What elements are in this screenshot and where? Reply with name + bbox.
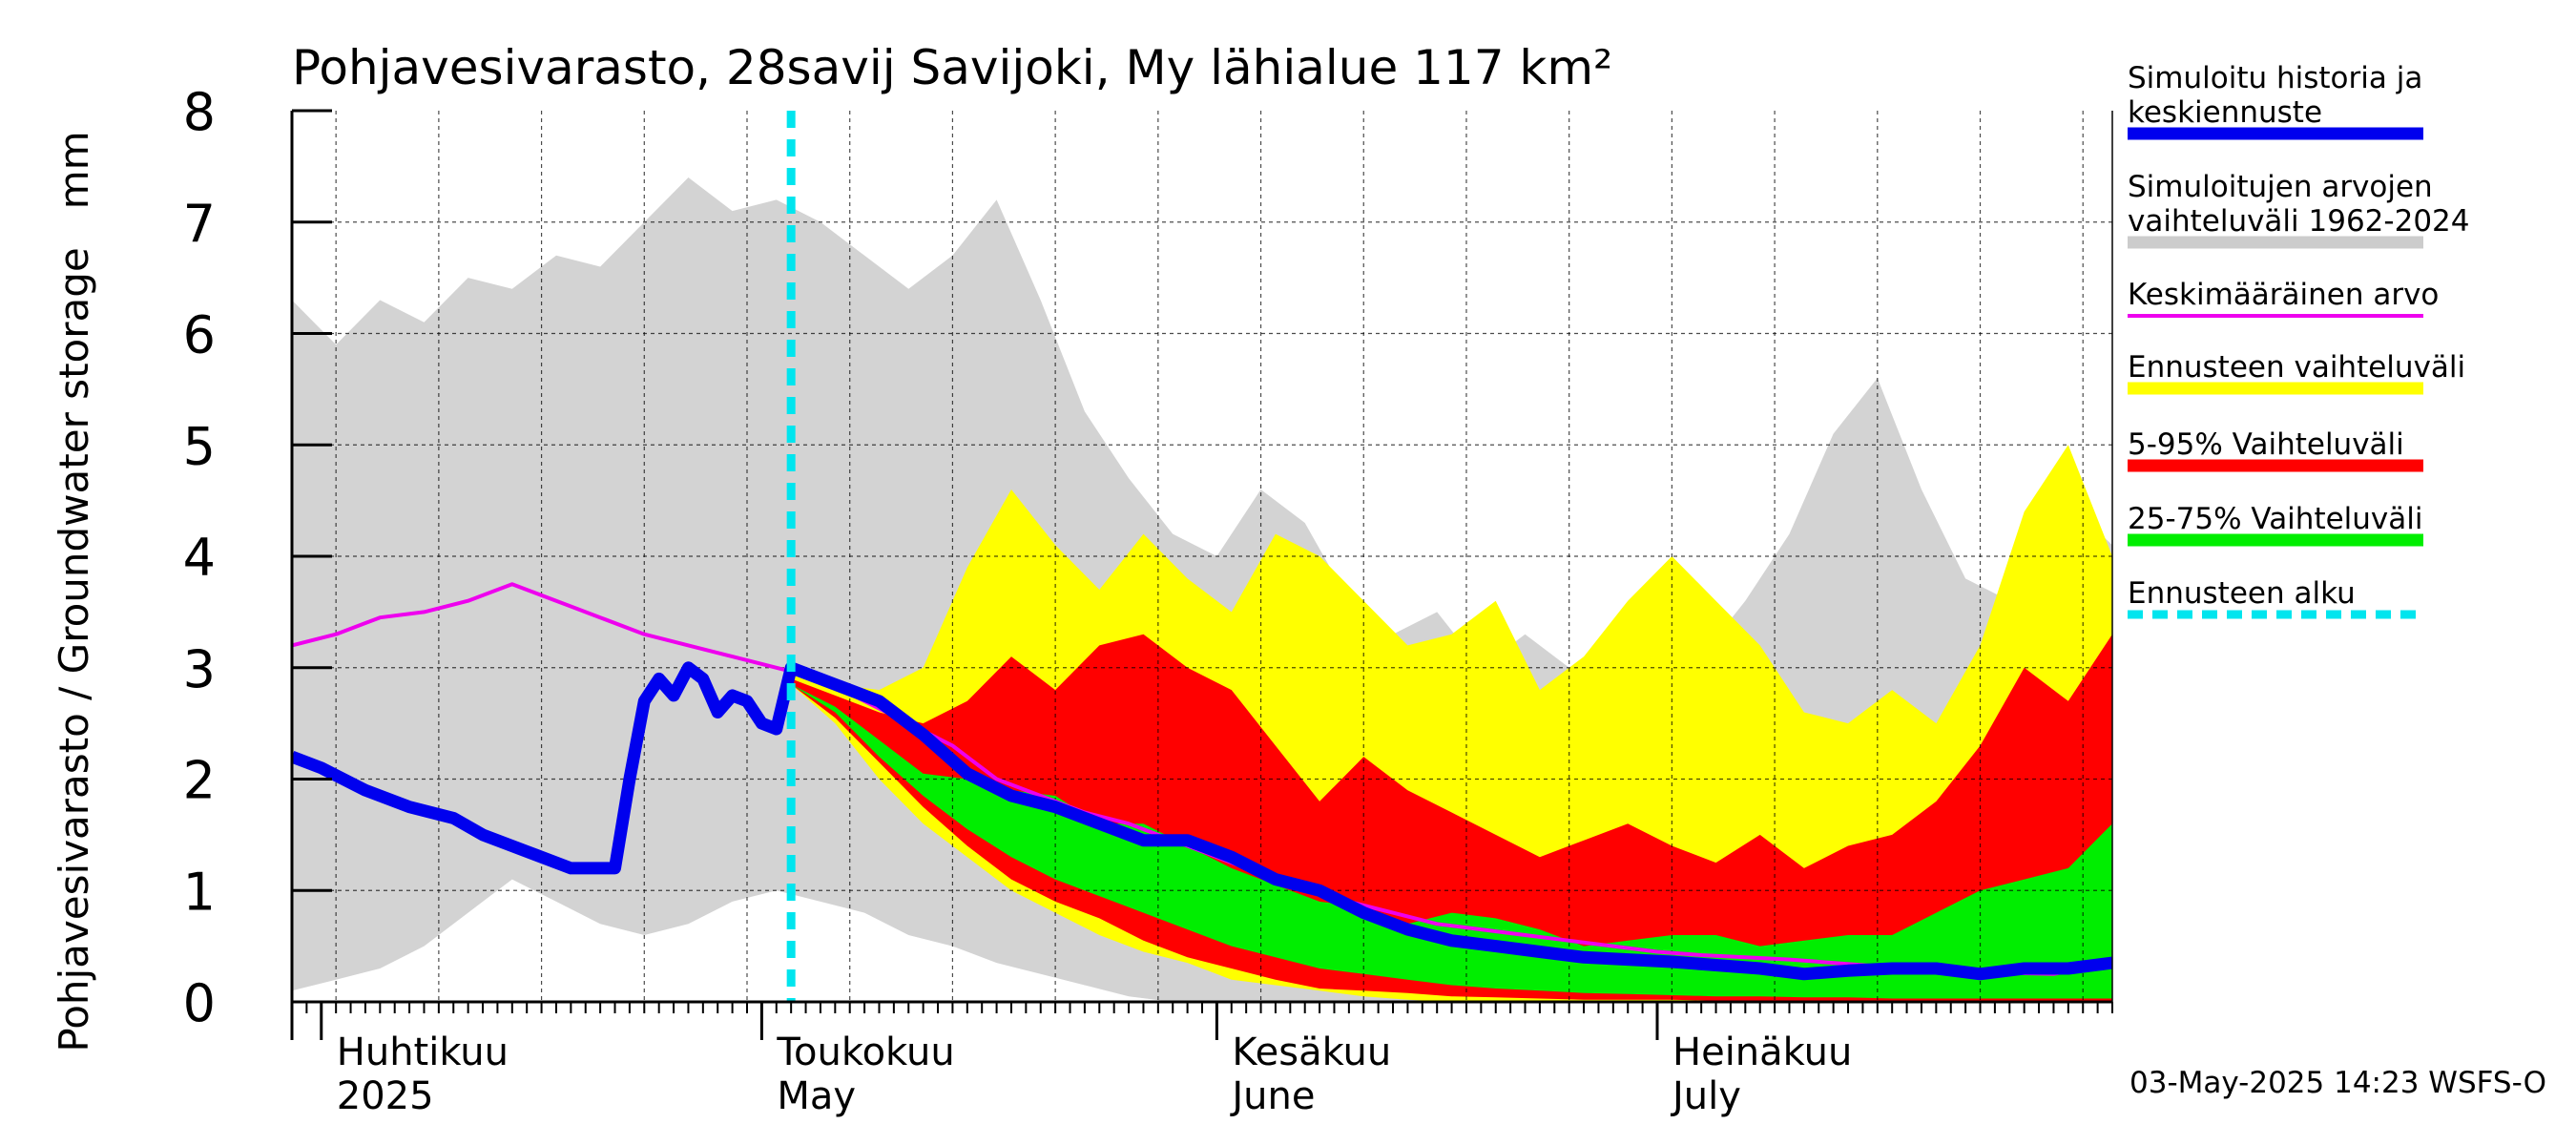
x-month-label-en: May bbox=[777, 1074, 856, 1118]
tick-labels: 012345678Huhtikuu2025ToukokuuMayKesäkuuJ… bbox=[183, 82, 1853, 1118]
ylabel-wrap: Pohjavesivarasto / Groundwater storage m… bbox=[51, 131, 97, 1051]
y-tick-label: 3 bbox=[183, 639, 216, 699]
legend-label: 25-75% Vaihteluväli bbox=[2128, 502, 2423, 536]
x-month-label-fi: Kesäkuu bbox=[1232, 1030, 1391, 1074]
legend-label: Ennusteen alku bbox=[2128, 576, 2356, 611]
legend-label: Simuloitu historia ja bbox=[2128, 61, 2422, 95]
legend-label: Keskimääräinen arvo bbox=[2128, 278, 2439, 312]
band-5-95-vaihteluv-li bbox=[791, 634, 2112, 1001]
line-simuloitu-historia-ja-keskiennuste bbox=[292, 661, 2112, 981]
y-axis-label: Pohjavesivarasto / Groundwater storage m… bbox=[51, 131, 97, 1051]
band-layer bbox=[292, 177, 2112, 1002]
axes-layer bbox=[290, 109, 2113, 1040]
legend-label: Simuloitujen arvojen bbox=[2128, 170, 2433, 204]
y-tick-label: 6 bbox=[183, 305, 216, 365]
y-tick-label: 7 bbox=[183, 194, 216, 254]
x-month-label-fi: Heinäkuu bbox=[1672, 1030, 1852, 1074]
grid-layer bbox=[292, 111, 2112, 1002]
x-month-label-en: 2025 bbox=[337, 1074, 434, 1118]
footer-timestamp: 03-May-2025 14:23 WSFS-O bbox=[2129, 1066, 2546, 1100]
y-tick-label: 8 bbox=[183, 82, 216, 142]
legend-label: Ennusteen vaihteluväli bbox=[2128, 350, 2465, 385]
x-month-label-en: July bbox=[1670, 1074, 1741, 1118]
line-layer bbox=[292, 111, 2112, 1002]
y-tick-label: 1 bbox=[183, 862, 216, 922]
y-tick-label: 5 bbox=[183, 416, 216, 476]
legend-label: vaihteluväli 1962-2024 bbox=[2128, 204, 2469, 239]
chart-title: Pohjavesivarasto, 28savij Savijoki, My l… bbox=[292, 40, 1612, 95]
y-tick-label: 0 bbox=[183, 973, 216, 1033]
legend-label: keskiennuste bbox=[2128, 95, 2322, 130]
x-month-label-fi: Toukokuu bbox=[776, 1030, 954, 1074]
y-tick-label: 4 bbox=[183, 528, 216, 588]
x-month-label-fi: Huhtikuu bbox=[337, 1030, 509, 1074]
x-month-label-en: June bbox=[1229, 1074, 1315, 1118]
y-tick-label: 2 bbox=[183, 751, 216, 811]
legend-label: 5-95% Vaihteluväli bbox=[2128, 427, 2404, 462]
